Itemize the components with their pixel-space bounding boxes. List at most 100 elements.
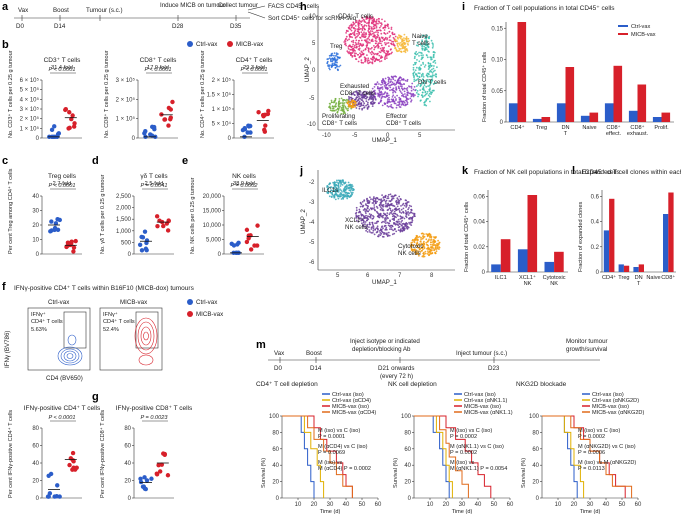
j-point-xcl1 — [407, 208, 409, 211]
h-point-prolif — [335, 109, 338, 111]
j-point-xcl1 — [387, 222, 390, 225]
h-point-cd4 — [378, 58, 380, 61]
j-point-ilc1 — [327, 191, 330, 194]
j-point-ilc1 — [348, 196, 351, 199]
j-point-cytotoxic — [423, 240, 425, 243]
g-ifng-cd8-ylabel: Per cent IFNγ-positive CD8⁺ T cells — [99, 410, 106, 498]
j-point-cytotoxic — [421, 255, 424, 258]
h-point-effector — [407, 98, 410, 100]
j-point-cytotoxic — [416, 242, 419, 245]
h-point-prolif — [343, 99, 346, 101]
c-treg-point — [64, 244, 69, 250]
h-point-cd4 — [368, 31, 371, 34]
j-point-xcl1 — [368, 213, 371, 215]
h-point-cd4 — [362, 44, 365, 47]
h-point-naive — [396, 36, 399, 39]
h-point-cd4 — [353, 33, 356, 35]
d-gd-ytick: 2,000 — [116, 206, 132, 212]
b-cd4-point — [242, 126, 247, 131]
d-gd-ytick: 2,500 — [116, 194, 132, 200]
survival-2-curve-0 — [542, 415, 578, 498]
h-point-cd4 — [377, 46, 380, 48]
j-point-xcl1 — [399, 229, 401, 232]
h-point-cd4 — [371, 58, 373, 61]
b-cd4-point — [266, 108, 271, 114]
h-point-effector — [400, 104, 403, 106]
j-point-xcl1 — [398, 225, 401, 228]
j-point-xcl1 — [370, 228, 373, 230]
h-point-dnt — [422, 43, 425, 46]
survival-0-xtick: 30 — [327, 502, 334, 508]
j-point-xcl1 — [373, 206, 376, 209]
j-point-xcl1 — [394, 212, 397, 215]
h-point-cd4 — [361, 28, 364, 30]
h-point-effector — [389, 105, 391, 108]
h-point-treg — [337, 69, 339, 72]
h-point-effector — [395, 87, 398, 90]
h-point-effector — [410, 85, 413, 88]
j-point-xcl1 — [366, 207, 369, 209]
b-cd8-ytick: 2 × 10⁵ — [116, 96, 136, 103]
chart-k-ylabel: Fraction of total CD45⁺ cells — [463, 202, 470, 272]
h-point-cd4 — [384, 26, 387, 29]
chart-k-ytick: 0 — [482, 270, 486, 276]
j-point-xcl1 — [380, 198, 383, 201]
h-point-naive — [407, 44, 409, 46]
chart-i-xtick: DN — [561, 125, 569, 131]
j-ytick-4: -6 — [309, 260, 315, 266]
h-point-dnt — [423, 82, 426, 85]
h-point-dnt — [428, 37, 430, 40]
h-point-dnt — [433, 65, 435, 67]
a-day-0: D0 — [16, 23, 24, 30]
j-point-xcl1 — [404, 210, 407, 212]
j-point-cytotoxic — [426, 243, 428, 246]
h-point-cd4 — [383, 51, 386, 54]
h-point-dnt — [418, 69, 420, 71]
j-point-xcl1 — [380, 207, 383, 210]
h-point-cd4 — [358, 32, 360, 34]
h-point-cd4 — [379, 47, 382, 50]
h-point-cd4 — [360, 39, 363, 42]
h-point-effector — [396, 94, 398, 97]
h-point-dnt — [429, 88, 431, 91]
h-point-prolif — [340, 97, 343, 100]
j-point-xcl1 — [364, 227, 367, 230]
h-point-cd4 — [383, 38, 385, 41]
j-point-ilc1 — [350, 191, 353, 194]
h-point-exhausted — [363, 102, 366, 105]
h-point-cd4 — [358, 19, 361, 22]
h-point-effector — [382, 93, 385, 96]
h-point-cd4 — [379, 29, 382, 32]
h-point-cd4 — [367, 24, 370, 26]
j-point-cytotoxic — [430, 238, 433, 241]
h-point-naive — [400, 43, 403, 46]
h-point-cd4 — [390, 28, 393, 30]
survival-2-annot: P = 0.0113 — [578, 466, 605, 472]
h-point-effector — [383, 85, 386, 87]
j-point-xcl1 — [395, 199, 398, 202]
j-point-xcl1 — [372, 199, 375, 202]
h-point-cd4 — [380, 60, 383, 62]
survival-1-xtick: 50 — [491, 502, 498, 508]
j-point-xcl1 — [393, 228, 396, 230]
h-point-effector — [410, 100, 412, 103]
chart-i-bar-micb-vax — [589, 112, 599, 122]
h-point-effector — [386, 102, 389, 104]
j-point-xcl1 — [357, 220, 360, 223]
h-label-eff: Effector — [386, 113, 407, 120]
h-point-dnt — [435, 81, 437, 84]
h-point-effector — [392, 94, 395, 97]
g-ifng-cd8-point — [144, 478, 150, 483]
h-point-cd4 — [358, 22, 361, 25]
h-point-prolif — [332, 101, 335, 104]
j-point-xcl1 — [383, 225, 386, 228]
j-point-ilc1 — [336, 181, 338, 184]
j-point-ilc1 — [339, 185, 342, 187]
h-point-effector — [397, 101, 399, 104]
j-point-cytotoxic — [417, 250, 419, 253]
survival-2-xtick: 50 — [619, 502, 626, 508]
j-point-xcl1 — [359, 211, 362, 214]
h-point-cd4 — [377, 31, 379, 34]
g-ifng-cd8-point — [154, 471, 160, 476]
